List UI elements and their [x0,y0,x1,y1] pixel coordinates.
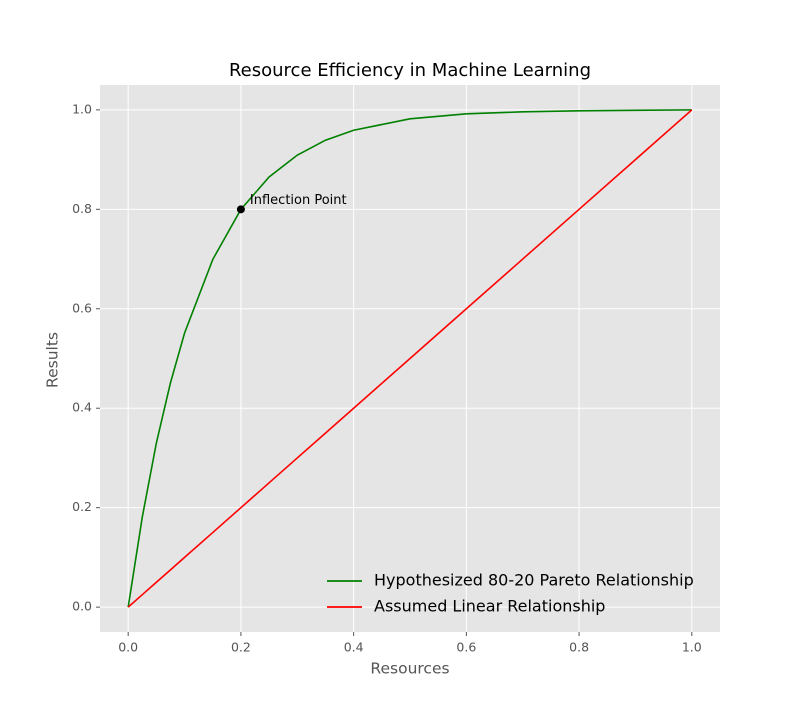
legend-label: Assumed Linear Relationship [374,597,605,616]
x-tick-label: 0.8 [569,640,589,655]
y-tick-label: 0.2 [72,499,92,514]
y-tick-label: 0.6 [72,300,92,315]
x-tick-label: 0.6 [456,640,476,655]
x-tick-label: 1.0 [682,640,702,655]
annotation-point [236,205,245,214]
grid: 0.0 0.2 0.4 0.6 0.8 1.0 0.0 0.2 0.4 0.6 0.8 1.0 [72,85,720,655]
legend: Hypothesized 80-20 Pareto Relationship As… [327,571,694,616]
line-series [127,109,692,608]
annotation-label: Inflection Point [250,193,347,208]
x-axis-label: Resources [370,660,449,678]
y-tick-label: 1.0 [72,101,92,116]
y-axis-label: Results [44,332,62,388]
x-tick-label: 0.0 [118,640,138,655]
y-tick-label: 0.4 [72,400,92,415]
y-tick-label: 0.8 [72,201,92,216]
x-tick-label: 0.2 [231,640,251,655]
line-series [127,109,693,608]
y-tick-label: 0.0 [72,599,92,614]
marks: Inflection Point [127,109,693,608]
chart-title: Resource Efficiency in Machine Learning [229,60,591,81]
legend-label: Hypothesized 80-20 Pareto Relationship [374,571,694,590]
x-tick-label: 0.4 [344,640,364,655]
